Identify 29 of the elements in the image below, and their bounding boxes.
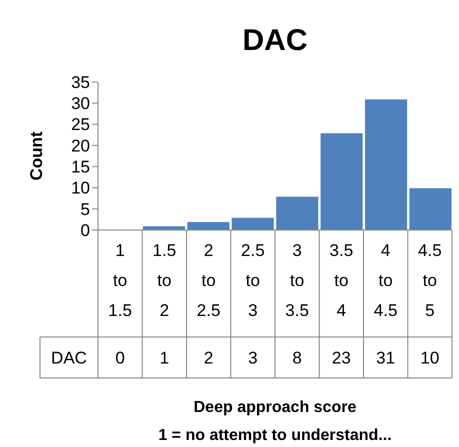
- x-tick-label: 2 to 2.5: [196, 241, 220, 320]
- x-tick-label: 4 to 4.5: [374, 241, 398, 320]
- data-label: 1: [160, 348, 170, 368]
- y-axis-title: Count: [27, 131, 46, 181]
- x-tick-label: 1 to 1.5: [108, 241, 132, 320]
- x-tick-label: 3.5 to 4: [330, 241, 354, 320]
- data-label: 0: [115, 348, 125, 368]
- text: 1 = no attempt to understand...: [158, 427, 392, 444]
- y-tick-label: 20: [71, 136, 90, 156]
- data-label: 23: [332, 348, 351, 368]
- y-tick-label: 25: [71, 115, 90, 134]
- x-tick-label: 3 to 3.5: [285, 241, 309, 320]
- y-tick-label: 5: [80, 200, 90, 219]
- x-tick-label: 1.5 to 2: [152, 241, 176, 320]
- y-tick-label: 30: [71, 94, 90, 114]
- text: DAC: [51, 348, 87, 368]
- x-tick-label: 4.5 to 5: [418, 241, 442, 320]
- data-label: 10: [420, 348, 440, 368]
- chart-title: DAC: [242, 24, 308, 57]
- data-label: 3: [248, 348, 258, 368]
- y-tick-label: 15: [71, 158, 90, 177]
- y-tick-label: 10: [71, 178, 90, 198]
- data-label: 31: [376, 348, 396, 368]
- y-tick-label: 0: [80, 220, 90, 240]
- x-tick-label: 2.5 to 3: [241, 241, 265, 320]
- data-label: 2: [204, 348, 214, 368]
- x-axis-title: Deep approach score: [194, 399, 356, 416]
- data-label: 8: [292, 348, 302, 368]
- y-tick-label: 35: [71, 72, 90, 92]
